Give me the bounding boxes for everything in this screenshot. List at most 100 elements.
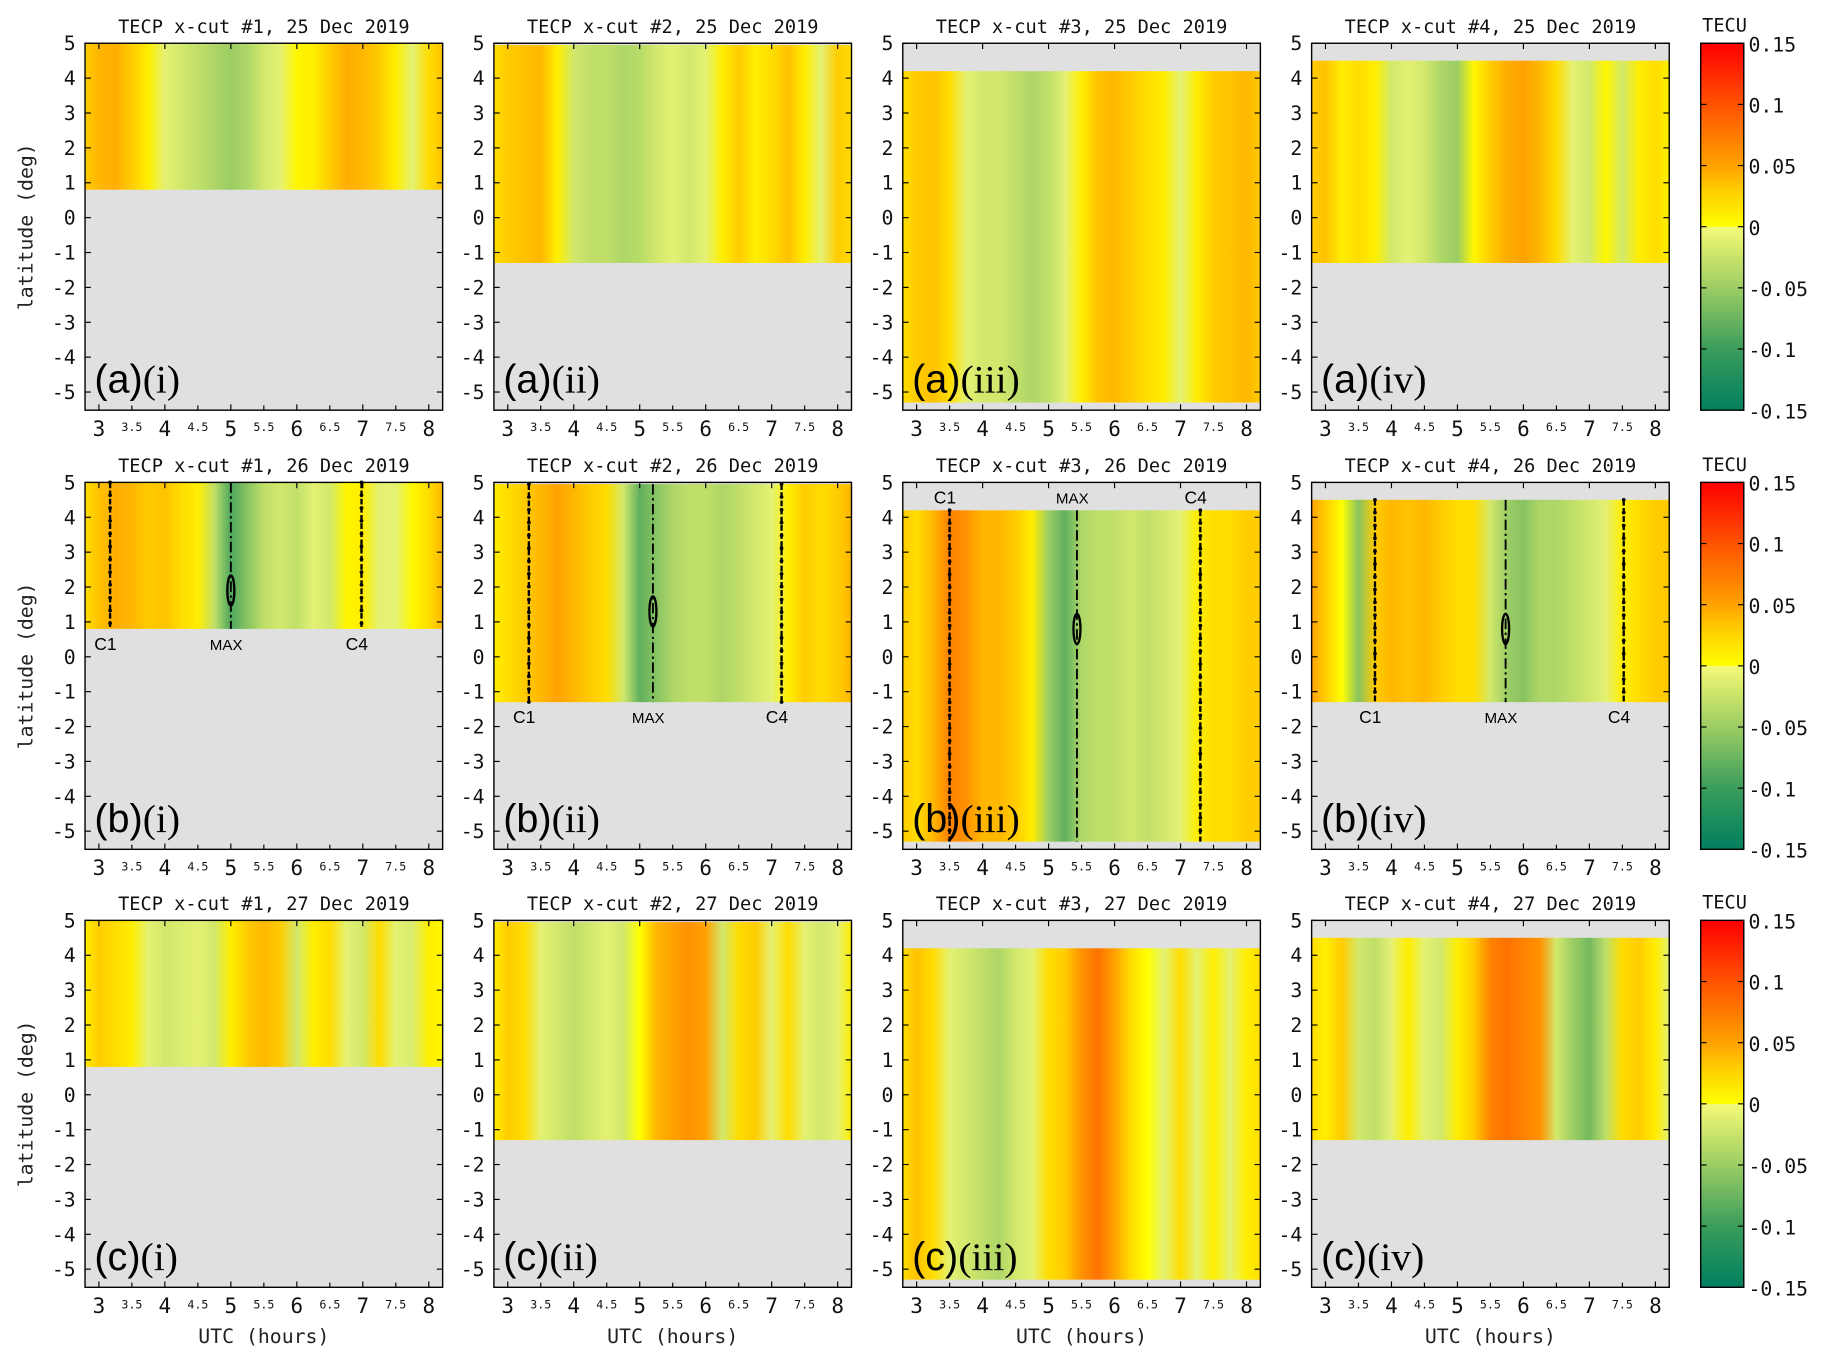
y-tick-label: -5: [52, 1258, 76, 1281]
x-tick-label: 3: [1319, 417, 1332, 441]
y-tick-label: 4: [882, 67, 894, 90]
x-tick-label: 7: [1583, 417, 1596, 441]
crest-point: [947, 521, 952, 525]
crest-point: [947, 687, 952, 692]
x-tick-label: 6: [291, 1294, 304, 1318]
heatmap-cells: [902, 71, 1261, 403]
y-tick-label: 2: [64, 576, 76, 599]
panel: TECP x-cut #4, 27 Dec 2019 5 4 3 2 1 0 -1 -2 -3 -4…: [1278, 894, 1670, 1318]
colorbar-tick-label: 0.05: [1748, 1033, 1796, 1056]
y-tick-label: 2: [1290, 576, 1302, 599]
y-axis-label: latitude (deg): [15, 582, 38, 749]
marker-label: C4: [1185, 487, 1208, 507]
crest-point: [1198, 534, 1203, 538]
panel-title: TECP x-cut #3, 26 Dec 2019: [936, 456, 1228, 477]
x-tick-label: 4: [1385, 1294, 1398, 1318]
y-tick-label: 3: [473, 102, 485, 125]
panel-title: TECP x-cut #1, 25 Dec 2019: [118, 17, 410, 38]
crest-point: [779, 571, 784, 576]
crest-point: [1198, 649, 1203, 654]
heatmap-cells: [85, 482, 443, 629]
y-tick-label: 1: [473, 1049, 485, 1072]
x-tick-label: 5: [225, 417, 238, 441]
crest-point: [947, 675, 952, 679]
y-tick-label: 1: [1290, 611, 1302, 634]
y-tick-label: 5: [64, 471, 76, 494]
x-minor-tick-label: 4.5: [596, 859, 617, 873]
x-tick-label: 7: [1583, 1294, 1596, 1318]
max-contour: [226, 574, 236, 607]
crest-point: [1621, 587, 1626, 592]
y-tick-label: 0: [882, 1084, 894, 1107]
y-tick-label: -3: [461, 1188, 485, 1211]
y-tick-label: -4: [52, 346, 76, 369]
crest-point: [1373, 562, 1377, 566]
y-tick-label: 2: [1290, 137, 1302, 160]
crest-point: [527, 584, 531, 589]
x-tick-label: 7: [1174, 856, 1187, 880]
y-tick-label: -4: [1278, 785, 1302, 808]
crest-point: [947, 751, 952, 756]
y-tick-label: 1: [64, 611, 76, 634]
crest-point: [1198, 815, 1203, 820]
x-minor-tick-label: 4.5: [187, 1297, 208, 1311]
marker-label: MAX: [1056, 490, 1089, 507]
crest-point: [1621, 690, 1626, 694]
y-tick-label: -2: [1278, 716, 1302, 739]
crest-point: [1373, 574, 1377, 579]
x-minor-tick-label: 4.5: [1414, 1297, 1435, 1311]
crest-point: [779, 533, 784, 538]
panel-label: (b)(i): [94, 797, 180, 841]
x-minor-tick-label: 6.5: [319, 859, 340, 873]
panel-label-letter: (c): [94, 1235, 140, 1279]
crest-point: [527, 610, 531, 615]
y-tick-label: 5: [882, 909, 894, 932]
max-contour: [1072, 612, 1082, 646]
y-tick-label: -5: [52, 820, 76, 843]
x-tick-label: 6: [291, 856, 304, 880]
x-tick-label: 4: [159, 856, 172, 880]
crest-point: [947, 534, 952, 538]
y-axis-label: latitude (deg): [15, 1020, 38, 1187]
y-tick-label: 0: [473, 646, 485, 669]
x-tick-label: 5: [633, 417, 646, 441]
x-tick-label: 8: [831, 1294, 844, 1318]
x-axis-label: UTC (hours): [1425, 1325, 1556, 1348]
x-tick-label: 7: [1174, 417, 1187, 441]
x-tick-label: 8: [1240, 417, 1253, 441]
marker-label: MAX: [1485, 710, 1518, 727]
x-tick-label: 8: [422, 856, 435, 880]
x-tick-label: 7: [356, 1294, 369, 1318]
crest-point: [1621, 549, 1626, 553]
panel-label-roman: (iii): [958, 1235, 1017, 1279]
crest-point: [1373, 510, 1377, 515]
x-minor-tick-label: 7.5: [1203, 859, 1224, 873]
crest-point: [108, 506, 112, 510]
marker-label: C4: [1608, 707, 1631, 727]
crest-point: [947, 572, 952, 577]
x-tick-label: 7: [356, 856, 369, 880]
panel-grid: TECP x-cut #1, 25 Dec 2019 5 4 3 2 1 0 -1 -2 -3 -4…: [15, 16, 1808, 1349]
crest-point: [527, 495, 531, 499]
crest-point: [1198, 546, 1203, 551]
colorbar-tick-label: -0.1: [1748, 778, 1796, 801]
x-minor-tick-label: 7.5: [385, 420, 406, 434]
crest-point: [947, 662, 952, 666]
crest-point: [1373, 677, 1377, 682]
crest-point: [779, 559, 784, 563]
panel-title: TECP x-cut #1, 26 Dec 2019: [118, 456, 410, 477]
x-tick-label: 5: [1451, 1294, 1464, 1318]
crest-point: [359, 621, 364, 626]
crest-point: [1373, 536, 1377, 541]
crest-point: [108, 608, 112, 613]
x-tick-label: 7: [1174, 1294, 1187, 1318]
crest-point: [527, 648, 531, 653]
panel-label: (b)(iv): [1321, 797, 1427, 841]
y-tick-label: -4: [870, 1223, 894, 1246]
x-minor-tick-label: 6.5: [1137, 1297, 1158, 1311]
x-minor-tick-label: 7.5: [1203, 420, 1224, 434]
colorbar-tick-label: 0.1: [1748, 972, 1784, 995]
y-tick-label: -5: [1278, 820, 1302, 843]
panel-label-roman: (iv): [1367, 1235, 1424, 1279]
x-minor-tick-label: 3.5: [939, 859, 960, 873]
